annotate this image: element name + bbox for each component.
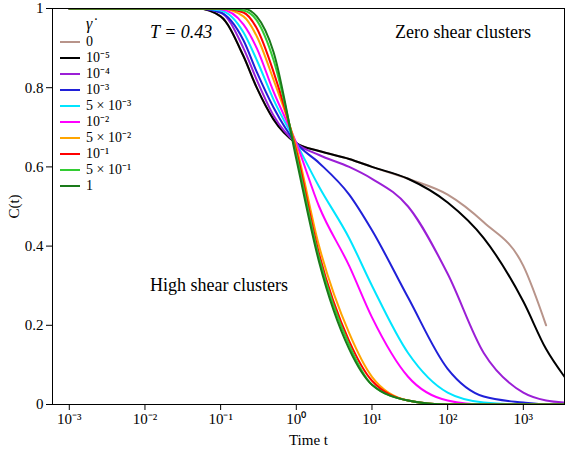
html-text:1: 1 bbox=[86, 178, 93, 193]
html-text:5 × 10⁻³: 5 × 10⁻³ bbox=[86, 98, 132, 113]
svg-text:0.4: 0.4 bbox=[25, 238, 44, 254]
svg-text:10¹: 10¹ bbox=[362, 411, 382, 427]
svg-text:10⁻¹: 10⁻¹ bbox=[208, 411, 233, 427]
html-text:5 × 10⁻¹: 5 × 10⁻¹ bbox=[86, 162, 132, 177]
svg-text:1: 1 bbox=[36, 0, 44, 16]
svg-text:0.2: 0.2 bbox=[25, 317, 44, 333]
svg-text:10³: 10³ bbox=[514, 411, 534, 427]
html-text:High shear clusters: High shear clusters bbox=[150, 275, 288, 295]
html-text:5 × 10⁻²: 5 × 10⁻² bbox=[86, 130, 132, 145]
html-text:0: 0 bbox=[86, 34, 93, 49]
html-text:10⁻⁵: 10⁻⁵ bbox=[86, 50, 110, 65]
svg-text:10⁰: 10⁰ bbox=[286, 411, 306, 427]
svg-text:Time t: Time t bbox=[289, 432, 329, 448]
html-text:T = 0.43: T = 0.43 bbox=[150, 22, 213, 42]
svg-text:0: 0 bbox=[36, 396, 44, 412]
html-text:Zero shear clusters: Zero shear clusters bbox=[395, 22, 531, 42]
html-text:10⁻²: 10⁻² bbox=[86, 114, 110, 129]
html-text:10⁻⁴: 10⁻⁴ bbox=[86, 66, 110, 81]
svg-text:10⁻³: 10⁻³ bbox=[57, 411, 82, 427]
svg-text:10²: 10² bbox=[438, 411, 458, 427]
html-text:10⁻³: 10⁻³ bbox=[86, 82, 110, 97]
svg-text:10⁻²: 10⁻² bbox=[133, 411, 158, 427]
svg-text:0.6: 0.6 bbox=[25, 159, 44, 175]
html-text:γ̇: γ̇ bbox=[86, 15, 93, 32]
svg-text:0.8: 0.8 bbox=[25, 80, 44, 96]
html-text:10⁻¹: 10⁻¹ bbox=[86, 146, 110, 161]
svg-text:C(t): C(t) bbox=[6, 194, 23, 218]
